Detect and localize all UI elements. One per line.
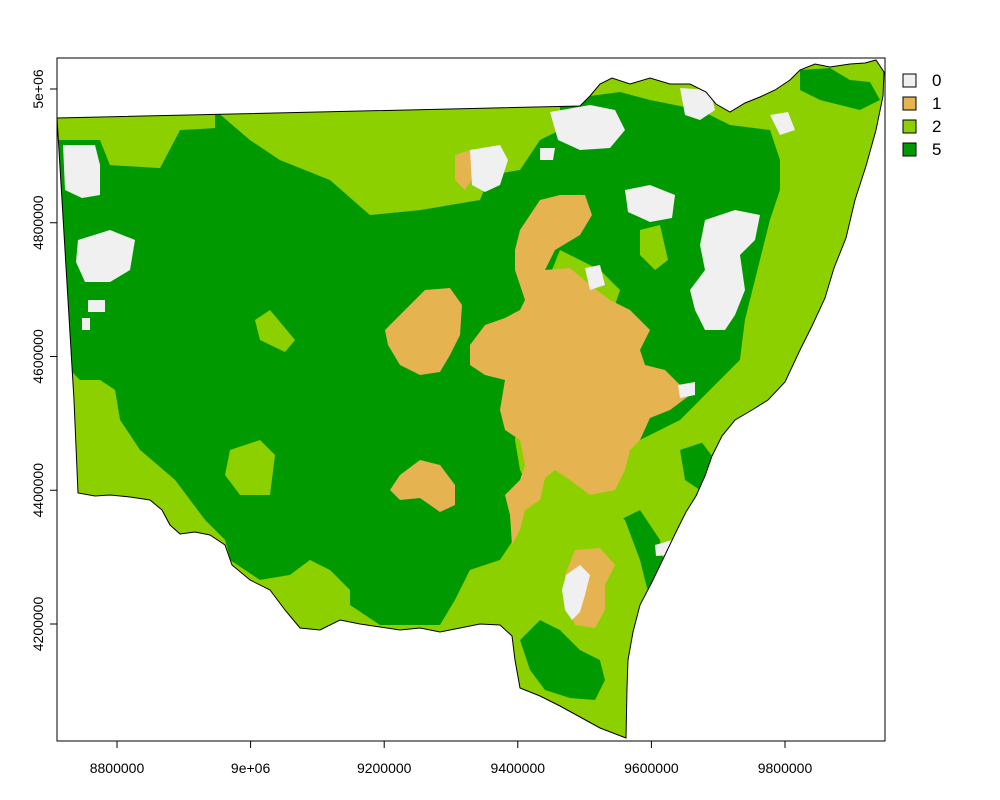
y-tick-label: 4400000 — [30, 463, 46, 518]
region-class-2-west — [74, 380, 232, 565]
region-class-2-east-coast — [700, 100, 880, 456]
y-tick-label: 4200000 — [30, 597, 46, 652]
region-class-0-center-north — [625, 185, 675, 222]
legend-swatch — [902, 119, 917, 134]
region-class-2-northwest — [57, 110, 215, 168]
x-tick-label: 8800000 — [90, 760, 145, 776]
region-class-5-north-top — [800, 68, 880, 110]
region-class-0-north-4 — [770, 112, 795, 135]
region-class-0-nw-1 — [63, 145, 100, 198]
y-tick-label: 4600000 — [30, 329, 46, 384]
legend-label: 0 — [932, 71, 941, 90]
region-class-0-nw-2 — [76, 230, 135, 282]
region-class-0-east-big — [690, 210, 760, 330]
legend-label: 1 — [932, 94, 941, 113]
region-class-1-north-small — [455, 150, 475, 190]
region-class-5-south — [520, 620, 605, 700]
x-tick-label: 9800000 — [758, 760, 813, 776]
region-class-2-inner-northeast — [640, 225, 668, 270]
x-tick-label: 9600000 — [624, 760, 679, 776]
legend-swatch — [902, 73, 917, 88]
x-tick-label: 9e+06 — [231, 760, 271, 776]
region-class-0-nw-3 — [88, 300, 105, 312]
y-tick-label: 4800000 — [30, 195, 46, 250]
legend-label: 2 — [932, 117, 941, 136]
state-border — [56, 59, 885, 739]
region-class-0-nw-4 — [82, 318, 90, 330]
legend-label: 5 — [932, 140, 941, 159]
region-class-1-west-blob — [385, 288, 462, 375]
legend: 0 1 2 5 — [902, 71, 941, 159]
region-class-1-center — [470, 195, 690, 545]
y-axis: 4200000 4400000 4600000 4800000 5e+06 — [30, 69, 58, 652]
map-raster — [57, 60, 884, 738]
region-class-0-lake — [562, 565, 590, 620]
region-class-1-south-blob — [390, 460, 455, 512]
region-class-0-north-2 — [550, 105, 625, 150]
region-class-2-inner-west — [225, 440, 275, 495]
y-tick-label: 5e+06 — [30, 69, 46, 109]
x-axis: 8800000 9e+06 9200000 9400000 9600000 9800000 — [90, 740, 813, 776]
region-class-0-north-1 — [470, 145, 508, 192]
region-class-0-north-3 — [680, 88, 715, 120]
region-class-2-north-center — [215, 108, 480, 215]
region-class-0-north-5 — [540, 148, 555, 160]
region-class-2-inner-center — [255, 310, 295, 352]
legend-swatch — [902, 96, 917, 111]
x-tick-label: 9200000 — [357, 760, 412, 776]
x-tick-label: 9400000 — [491, 760, 546, 776]
region-class-2-southwest — [260, 560, 350, 630]
region-class-0-center-small — [585, 265, 605, 290]
legend-swatch — [902, 142, 917, 157]
region-class-0-east-small — [678, 382, 695, 398]
